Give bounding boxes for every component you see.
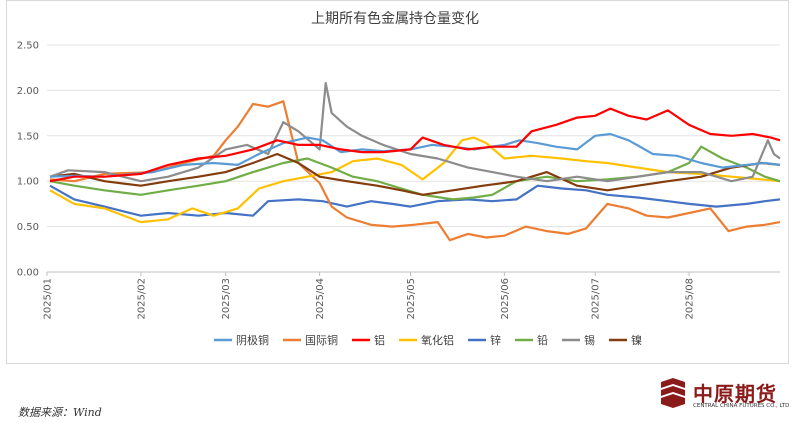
legend-label-8: 镍 [631,333,642,347]
chart-title: 上期所有色金属持仓量变化 [311,10,479,27]
logo-text: 中原期货 [693,382,777,406]
legend-label-2: 国际铜 [305,333,338,347]
legend-label-3: 铝 [374,333,385,347]
source-note: 数据来源：Wind [18,406,102,419]
series-line-2 [49,100,781,242]
x-tick-label: 2025/06 [500,278,511,320]
x-tick-label: 2025/07 [591,278,602,320]
y-tick-label: 1.50 [17,131,39,142]
legend-label-5: 锌 [490,333,501,347]
series-line-5 [49,184,781,217]
y-tick-label: 1.00 [17,177,39,188]
series-line-4 [49,136,781,224]
x-tick-label: 2025/08 [685,278,696,320]
legend-label-1: 阴极铜 [236,333,269,347]
logo-subtext: CENTRAL CHINA FUTURES CO., LTD [693,403,790,409]
legend-layer: 阴极铜 国际铜 铝 氧化铝 锌 铅 锡 镍 [214,333,642,347]
x-tick-label: 2025/03 [221,278,232,320]
logo-mark-icon [661,378,685,408]
x-tick-label: 2025/05 [406,278,417,320]
legend-label-6: 铅 [537,333,548,347]
series-line-7 [49,81,781,183]
x-tick-label: 2025/04 [315,278,326,320]
legend-label-4: 氧化铝 [421,333,454,347]
chart-svg: 上期所有色金属持仓量变化 0.00 0.50 1.00 1.50 2.00 2.50 202… [17,10,781,347]
y-tick-label: 0.50 [17,222,39,233]
x-tick-label: 2025/02 [136,278,147,320]
chart-frame: 上期所有色金属持仓量变化 0.00 0.50 1.00 1.50 2.00 2.50 202… [6,0,789,364]
axis-layer: 0.00 0.50 1.00 1.50 2.00 2.50 2025/01 2025/02 20… [17,41,696,320]
legend-label-7: 锡 [584,333,595,347]
y-tick-label: 0.00 [17,268,39,279]
series-line-3 [49,107,781,183]
grid-layer [47,44,780,273]
company-logo: 中原期货 CENTRAL CHINA FUTURES CO., LTD [657,376,789,416]
series-line-8 [49,152,781,196]
y-tick-label: 2.00 [17,86,39,97]
y-tick-label: 2.50 [17,41,39,52]
x-tick-label: 2025/01 [43,278,54,320]
series-layer [49,81,781,242]
